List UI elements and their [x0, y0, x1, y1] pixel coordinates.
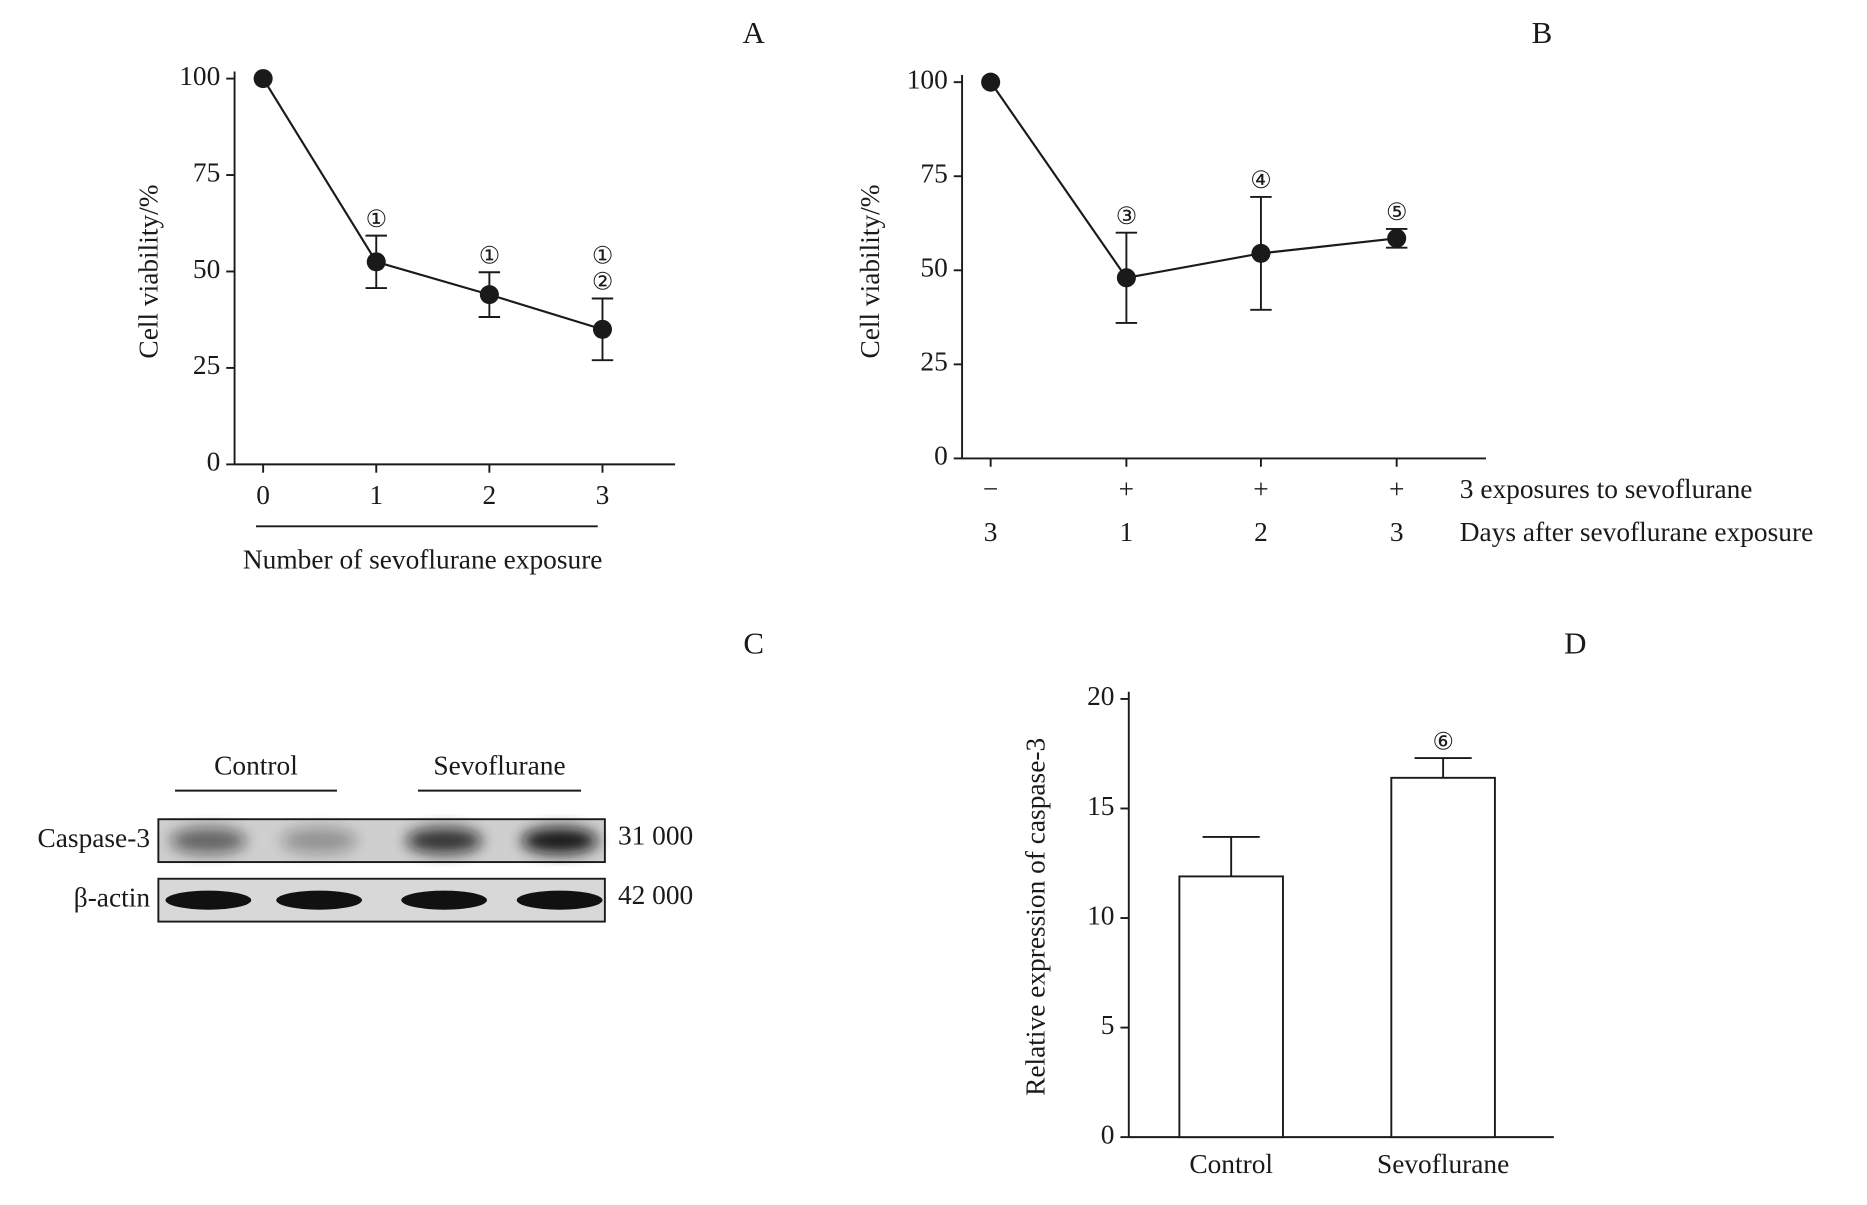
panel-letter: A [743, 15, 766, 50]
x-tick-label: 3 [1390, 517, 1404, 547]
x-tick-label: 2 [1254, 517, 1268, 547]
y-tick-label: 0 [1101, 1119, 1115, 1149]
x-axis-label: Number of sevoflurane exposure [243, 544, 603, 574]
significance-label: ① [366, 207, 387, 233]
blot-band [521, 827, 598, 854]
x-tick-label: 1 [1120, 517, 1134, 547]
row-label: β-actin [74, 882, 151, 912]
line [262, 78, 603, 331]
panel-letter: C [743, 626, 764, 661]
blot-band [406, 827, 483, 854]
line [989, 81, 1397, 280]
significance-label: ④ [1250, 168, 1271, 194]
x-tick-label: 0 [256, 480, 270, 510]
blot-band [165, 890, 252, 910]
y-tick-label: 50 [193, 254, 220, 284]
error-bar [1414, 757, 1472, 778]
y-tick-label: 5 [1101, 1010, 1115, 1040]
x-tick-label: Control [1189, 1149, 1273, 1179]
y-tick-label: 75 [920, 159, 947, 189]
x-tick-label: + [1389, 474, 1404, 504]
y-axis-label: Relative expression of caspase-3 [1021, 738, 1051, 1096]
y-tick-label: 0 [934, 441, 948, 471]
y-tick-label: 10 [1087, 900, 1114, 930]
point [1387, 228, 1407, 248]
x-tick-label: Sevoflurane [1377, 1149, 1509, 1179]
significance-label: ① [479, 243, 500, 269]
significance-label: ① [592, 243, 613, 269]
significance-label: ③ [1116, 204, 1137, 230]
y-tick-label: 50 [920, 253, 947, 283]
x-tick-label: 1 [369, 480, 383, 510]
significance-label: ② [592, 270, 613, 296]
blot-band [516, 890, 603, 910]
y-tick-label: 20 [1087, 681, 1114, 711]
x-tick-label: + [1119, 474, 1134, 504]
y-tick-label: 25 [193, 350, 220, 380]
point [592, 319, 613, 339]
point [1251, 243, 1271, 263]
x-tick-label: − [983, 474, 998, 504]
blot-band [281, 827, 358, 854]
x-tick-label: 3 [596, 480, 610, 510]
bar [1390, 776, 1496, 1139]
point [253, 69, 273, 89]
y-tick-label: 100 [179, 61, 220, 91]
significance-label: ⑤ [1386, 200, 1407, 226]
row-label: Caspase-3 [38, 823, 151, 853]
significance-label: ⑥ [1432, 729, 1453, 755]
group-label: Control [214, 750, 298, 780]
x-tick-label: 3 [984, 517, 998, 547]
panel-letter: B [1532, 15, 1553, 50]
x-row-label: 3 exposures to sevoflurane [1460, 474, 1753, 504]
error-bar [1202, 836, 1260, 877]
y-tick-label: 15 [1087, 791, 1114, 821]
point [366, 252, 386, 272]
point [981, 72, 1001, 92]
group-label: Sevoflurane [433, 750, 565, 780]
y-tick-label: 75 [193, 157, 220, 187]
y-axis-label: Cell viability/% [855, 184, 885, 358]
point [1116, 268, 1136, 288]
blot-band [401, 890, 487, 910]
panel-letter: D [1564, 626, 1586, 661]
y-tick-label: 100 [907, 64, 948, 94]
point [479, 285, 499, 305]
y-axis-label: Cell viability/% [133, 184, 163, 358]
weight-label: 31 000 [618, 821, 693, 851]
bar [1178, 875, 1284, 1139]
x-row-label: Days after sevoflurane exposure [1460, 517, 1813, 547]
y-tick-label: 0 [207, 447, 221, 477]
weight-label: 42 000 [618, 880, 693, 910]
y-tick-label: 25 [920, 347, 947, 377]
blot-band [170, 827, 247, 854]
x-tick-label: + [1253, 474, 1268, 504]
blot-band [276, 890, 362, 910]
x-tick-label: 2 [483, 480, 497, 510]
